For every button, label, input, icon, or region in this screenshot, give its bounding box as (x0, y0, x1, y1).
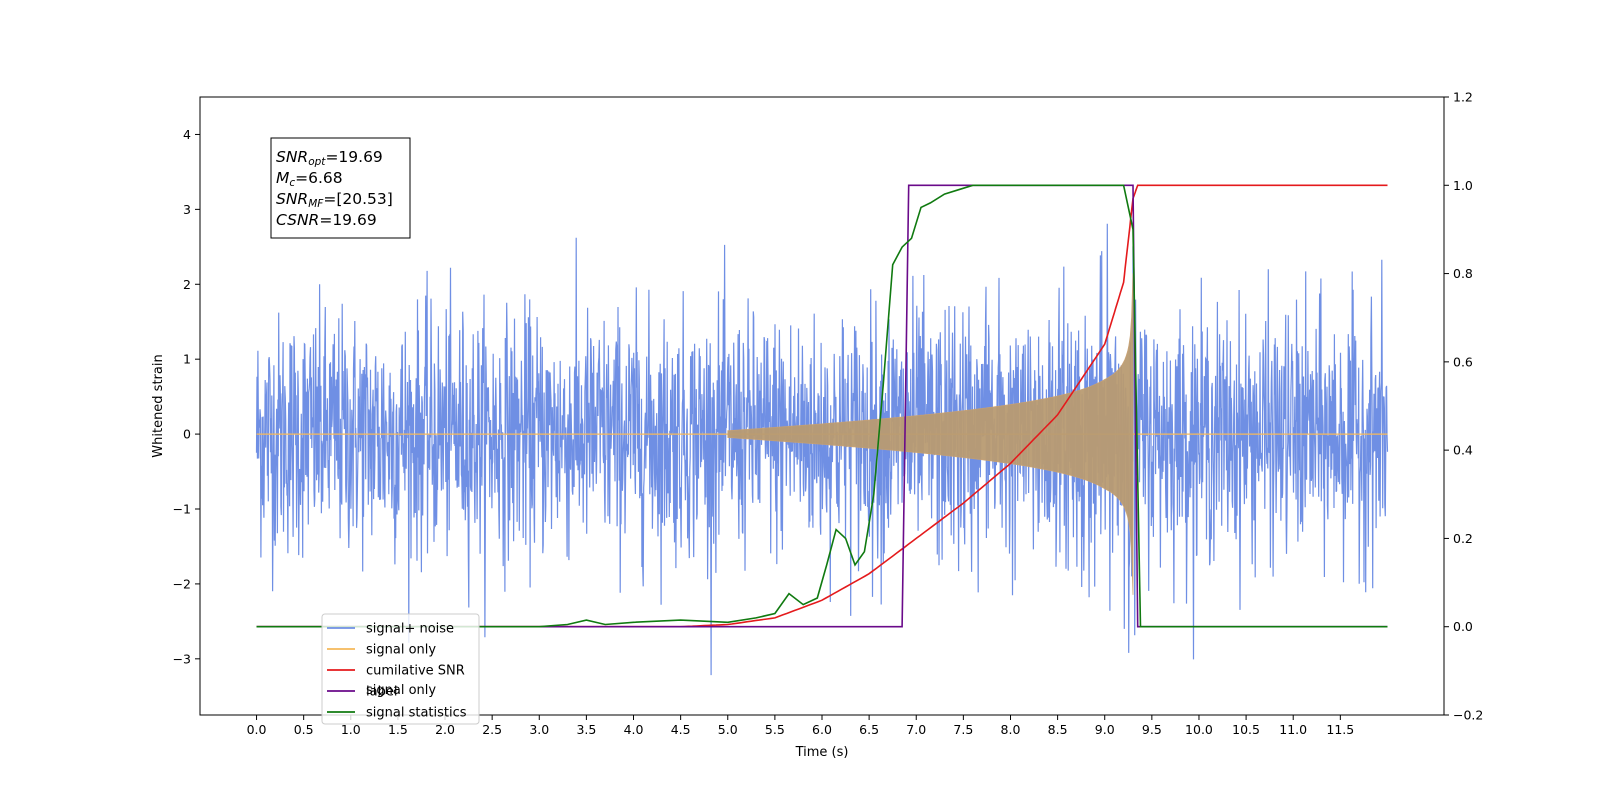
x-tick-label: 0.0 (247, 722, 267, 737)
annotation-box: SNRopt=19.69Mc=6.68SNRMF=[20.53]CSNR=19.… (270, 137, 411, 239)
x-tick-label: 8.5 (1048, 722, 1068, 737)
y-tick-label-right: 0.4 (1453, 443, 1473, 458)
legend-label: signal statistics (366, 706, 467, 721)
y-tick-label-right: 1.0 (1453, 178, 1473, 193)
x-tick-label: 9.0 (1095, 722, 1115, 737)
x-tick-label: 8.0 (1001, 722, 1021, 737)
annotation-line: SNRopt=19.69 (276, 148, 383, 168)
y-tick-label-left: −1 (173, 502, 191, 517)
annotation-line: SNRMF=[20.53] (276, 190, 393, 210)
x-tick-label: 7.0 (906, 722, 926, 737)
y-tick-label-left: 4 (183, 127, 191, 142)
legend: signal only signal+ noise signal only cumil… (321, 613, 480, 725)
x-tick-label: 6.0 (812, 722, 832, 737)
x-tick-label: 2.5 (482, 722, 502, 737)
x-tick-label: 7.5 (953, 722, 973, 737)
x-tick-label: 3.5 (576, 722, 596, 737)
x-tick-label: 4.5 (671, 722, 691, 737)
y-tick-label-right: 0.6 (1453, 354, 1473, 369)
plot-area (255, 184, 1389, 676)
legend-ghost-text: signal only (366, 683, 436, 698)
y-tick-label-right: 1.2 (1453, 90, 1473, 105)
x-tick-label: 11.5 (1326, 722, 1354, 737)
y-tick-label-left: 1 (183, 352, 191, 367)
series-cumulative-snr (256, 184, 1388, 628)
x-tick-label: 9.5 (1142, 722, 1162, 737)
x-tick-label: 1.0 (341, 722, 361, 737)
y-tick-label-left: 0 (183, 427, 191, 442)
y-tick-label-right: −0.2 (1453, 708, 1483, 723)
legend-label: signal+ noise (366, 622, 454, 637)
legend-label: signal only (366, 643, 436, 658)
series-signal-only (256, 273, 1388, 595)
x-tick-label: 6.5 (859, 722, 879, 737)
x-tick-label: 5.0 (718, 722, 738, 737)
y-tick-label-left: −3 (173, 651, 191, 666)
y-axis-label-left: Whitened strain (151, 354, 166, 457)
legend-frame (321, 613, 480, 725)
series-signal-noise (255, 223, 1389, 676)
y-tick-label-right: 0.0 (1453, 619, 1473, 634)
x-tick-label: 3.0 (529, 722, 549, 737)
y-tick-label-right: 0.2 (1453, 531, 1473, 546)
legend-label: cumilative SNR (366, 664, 465, 679)
x-tick-label: 0.5 (294, 722, 314, 737)
y-tick-label-left: 2 (183, 277, 191, 292)
annotation-frame (270, 137, 411, 239)
annotation-line: CSNR=19.69 (276, 211, 377, 229)
axes: 0.0 0.5 1.0 1.5 2.0 2.5 3.0 3.5 4.0 4.5 5.0 5.5 6.0 6… (151, 90, 1483, 761)
x-tick-label: 4.0 (624, 722, 644, 737)
x-tick-label: 10.5 (1232, 722, 1260, 737)
x-axis-label: Time (s) (795, 745, 849, 760)
x-tick-label: 1.5 (388, 722, 408, 737)
x-tick-label: 10.0 (1185, 722, 1213, 737)
y-tick-label-left: −2 (173, 576, 191, 591)
annotation-line: Mc=6.68 (276, 169, 343, 189)
x-tick-label: 5.5 (765, 722, 785, 737)
signal-only-chirp (727, 273, 1134, 595)
y-tick-label-left: 3 (183, 202, 191, 217)
x-tick-label: 11.0 (1279, 722, 1307, 737)
series-signal-statistics (256, 184, 1388, 628)
x-tick-label: 2.0 (435, 722, 455, 737)
y-tick-label-right: 0.8 (1453, 266, 1473, 281)
legend-label: label (366, 685, 397, 700)
